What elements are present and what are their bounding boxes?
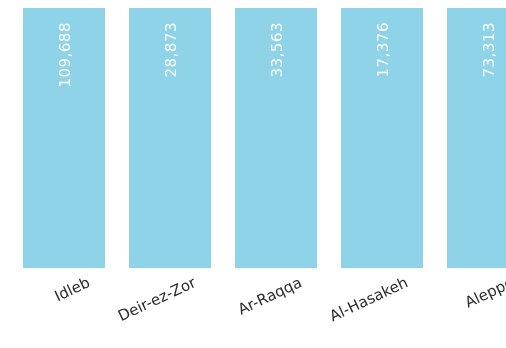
category-label: Al-Hasakeh <box>327 273 411 325</box>
value-label: 109,688 <box>56 22 74 88</box>
value-labels-group: 109,688 28,873 33,563 17,376 73,313 <box>56 22 498 88</box>
value-label: 73,313 <box>480 22 498 78</box>
category-label: Idleb <box>52 273 93 305</box>
category-labels-group: Idleb Deir-ez-Zor Ar-Raqqa Al-Hasakeh Aleppo <box>52 273 506 325</box>
value-label: 33,563 <box>268 22 286 78</box>
category-label: Ar-Raqqa <box>235 273 305 318</box>
bars-group <box>23 8 506 268</box>
bar-ar-raqqa <box>235 8 317 268</box>
bar-deir-ez-zor <box>129 8 211 268</box>
value-label: 28,873 <box>162 22 180 78</box>
bar-al-hasakeh <box>341 8 423 268</box>
category-label: Deir-ez-Zor <box>115 273 199 325</box>
value-label: 17,376 <box>374 22 392 78</box>
category-label: Aleppo <box>462 273 506 311</box>
bar-aleppo <box>447 8 506 268</box>
bar-idleb <box>23 8 105 268</box>
